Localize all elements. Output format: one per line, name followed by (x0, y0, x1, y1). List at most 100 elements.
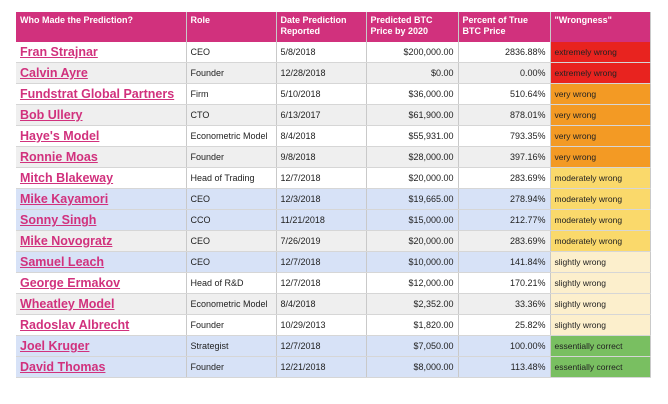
predictor-name-link[interactable]: Calvin Ayre (16, 62, 187, 84)
date-cell: 8/4/2018 (276, 293, 367, 315)
predictor-name-link[interactable]: Mitch Blakeway (16, 167, 187, 189)
date-cell: 12/7/2018 (276, 272, 367, 294)
predictor-name-link[interactable]: Mike Novogratz (16, 230, 187, 252)
role-cell: Econometric Model (186, 293, 277, 315)
predicted-price-cell: $0.00 (366, 62, 459, 84)
percent-cell: 141.84% (458, 251, 551, 273)
role-cell: Strategist (186, 335, 277, 357)
percent-cell: 397.16% (458, 146, 551, 168)
table-row: George Ermakov Head of R&D 12/7/2018 $12,00… (16, 272, 651, 294)
table-row: Mitch Blakeway Head of Trading 12/7/2018 $2… (16, 167, 651, 189)
table-row: Haye's Model Econometric Model 8/4/2018 $55… (16, 125, 651, 147)
percent-cell: 283.69% (458, 230, 551, 252)
predictor-name-link[interactable]: David Thomas (16, 356, 187, 378)
role-cell: CEO (186, 251, 277, 273)
percent-cell: 793.35% (458, 125, 551, 147)
predictions-table: Who Made the Prediction? Role Date Predi… (16, 12, 651, 378)
predicted-price-cell: $20,000.00 (366, 167, 459, 189)
percent-cell: 2836.88% (458, 42, 551, 63)
table-row: Radoslav Albrecht Founder 10/29/2013 $1,820… (16, 314, 651, 336)
date-cell: 12/7/2018 (276, 251, 367, 273)
predictor-name-link[interactable]: Wheatley Model (16, 293, 187, 315)
predicted-price-cell: $200,000.00 (366, 42, 459, 63)
date-cell: 5/10/2018 (276, 83, 367, 105)
date-cell: 12/7/2018 (276, 167, 367, 189)
header-row: Who Made the Prediction? Role Date Predi… (16, 12, 651, 42)
date-cell: 7/26/2019 (276, 230, 367, 252)
table-row: Ronnie Moas Founder 9/8/2018 $28,000.00 397.… (16, 146, 651, 168)
predicted-price-cell: $61,900.00 (366, 104, 459, 126)
role-cell: Founder (186, 62, 277, 84)
wrongness-cell: slightly wrong (550, 293, 651, 315)
date-cell: 12/7/2018 (276, 335, 367, 357)
predictor-name-link[interactable]: Sonny Singh (16, 209, 187, 231)
table-row: Mike Novogratz CEO 7/26/2019 $20,000.00 283.… (16, 230, 651, 252)
header-who: Who Made the Prediction? (16, 12, 187, 42)
wrongness-cell: moderately wrong (550, 167, 651, 189)
role-cell: Head of R&D (186, 272, 277, 294)
predicted-price-cell: $2,352.00 (366, 293, 459, 315)
date-cell: 12/28/2018 (276, 62, 367, 84)
wrongness-cell: essentially correct (550, 356, 651, 378)
table-row: Wheatley Model Econometric Model 8/4/2018 $… (16, 293, 651, 315)
predictor-name-link[interactable]: Bob Ullery (16, 104, 187, 126)
predicted-price-cell: $7,050.00 (366, 335, 459, 357)
percent-cell: 33.36% (458, 293, 551, 315)
predictor-name-link[interactable]: Fundstrat Global Partners (16, 83, 187, 105)
wrongness-cell: very wrong (550, 146, 651, 168)
role-cell: Founder (186, 314, 277, 336)
table-row: Mike Kayamori CEO 12/3/2018 $19,665.00 278.9… (16, 188, 651, 210)
predictor-name-link[interactable]: George Ermakov (16, 272, 187, 294)
table-row: Fran Strajnar CEO 5/8/2018 $200,000.00 2836.… (16, 42, 651, 63)
predictor-name-link[interactable]: Radoslav Albrecht (16, 314, 187, 336)
wrongness-cell: moderately wrong (550, 209, 651, 231)
wrongness-cell: slightly wrong (550, 251, 651, 273)
role-cell: Econometric Model (186, 125, 277, 147)
date-cell: 12/21/2018 (276, 356, 367, 378)
table-row: Fundstrat Global Partners Firm 5/10/2018 $3… (16, 83, 651, 105)
table-body: Fran Strajnar CEO 5/8/2018 $200,000.00 2836.… (16, 42, 651, 378)
predictor-name-link[interactable]: Mike Kayamori (16, 188, 187, 210)
percent-cell: 878.01% (458, 104, 551, 126)
predictor-name-link[interactable]: Samuel Leach (16, 251, 187, 273)
wrongness-cell: essentially correct (550, 335, 651, 357)
role-cell: CTO (186, 104, 277, 126)
percent-cell: 0.00% (458, 62, 551, 84)
date-cell: 9/8/2018 (276, 146, 367, 168)
predictor-name-link[interactable]: Ronnie Moas (16, 146, 187, 168)
predictor-name-link[interactable]: Joel Kruger (16, 335, 187, 357)
wrongness-cell: slightly wrong (550, 272, 651, 294)
predicted-price-cell: $19,665.00 (366, 188, 459, 210)
predictions-table-container: Who Made the Prediction? Role Date Predi… (16, 12, 651, 378)
predictor-name-link[interactable]: Haye's Model (16, 125, 187, 147)
table-row: Sonny Singh CCO 11/21/2018 $15,000.00 212.77… (16, 209, 651, 231)
percent-cell: 170.21% (458, 272, 551, 294)
role-cell: CEO (186, 188, 277, 210)
role-cell: CEO (186, 230, 277, 252)
predicted-price-cell: $12,000.00 (366, 272, 459, 294)
wrongness-cell: very wrong (550, 104, 651, 126)
role-cell: Head of Trading (186, 167, 277, 189)
wrongness-cell: moderately wrong (550, 230, 651, 252)
wrongness-cell: moderately wrong (550, 188, 651, 210)
percent-cell: 283.69% (458, 167, 551, 189)
wrongness-cell: very wrong (550, 83, 651, 105)
predicted-price-cell: $28,000.00 (366, 146, 459, 168)
date-cell: 10/29/2013 (276, 314, 367, 336)
date-cell: 6/13/2017 (276, 104, 367, 126)
date-cell: 5/8/2018 (276, 42, 367, 63)
percent-cell: 113.48% (458, 356, 551, 378)
predicted-price-cell: $55,931.00 (366, 125, 459, 147)
predicted-price-cell: $8,000.00 (366, 356, 459, 378)
role-cell: Founder (186, 146, 277, 168)
predicted-price-cell: $15,000.00 (366, 209, 459, 231)
predictor-name-link[interactable]: Fran Strajnar (16, 42, 187, 63)
date-cell: 8/4/2018 (276, 125, 367, 147)
percent-cell: 25.82% (458, 314, 551, 336)
header-predicted-price: Predicted BTC Price by 2020 (366, 12, 459, 42)
predicted-price-cell: $20,000.00 (366, 230, 459, 252)
percent-cell: 278.94% (458, 188, 551, 210)
wrongness-cell: slightly wrong (550, 314, 651, 336)
percent-cell: 212.77% (458, 209, 551, 231)
role-cell: CEO (186, 42, 277, 63)
